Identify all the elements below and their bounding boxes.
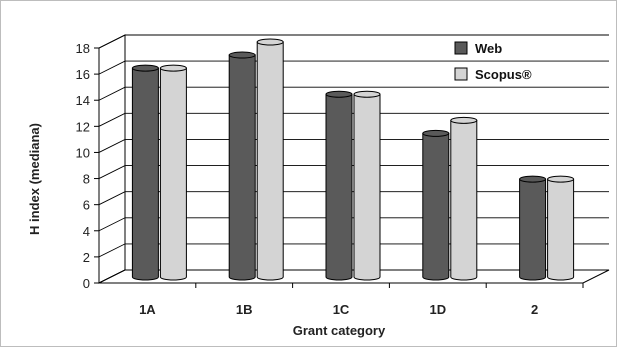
bar-body [325,93,353,281]
bar-body [450,119,478,281]
y-axis-ticks: 0 2 4 6 8 10 12 14 16 18 [76,41,583,291]
bar-top [159,64,187,72]
y-tick-label: 14 [76,93,90,108]
x-tick-label: 1C [333,302,350,317]
bar-top [547,175,575,183]
bar-body [519,178,547,281]
y-tick-label: 18 [76,41,90,56]
bar-1D-web [422,129,450,281]
bar-body [228,54,256,281]
bar-2-web [519,175,547,281]
x-axis-ticks: 1A 1B 1C 1D 2 [139,283,584,317]
bar-1A-web [131,64,159,281]
legend: Web Scopus® [454,41,532,82]
legend-label: Scopus® [475,67,532,82]
y-tick-label: 4 [83,224,90,239]
gridline [98,86,609,101]
bar-body [256,41,284,281]
bar-body [159,67,187,281]
bar-1D-scopus [450,116,478,281]
bar-body [547,178,575,281]
y-tick-label: 10 [76,145,90,160]
bar-1C-scopus [353,90,381,281]
bar-top [325,90,353,98]
y-tick-label: 2 [83,250,90,265]
legend-label: Web [475,41,502,56]
x-tick-label: 1D [429,302,446,317]
y-tick-label: 6 [83,198,90,213]
bar-1B-web [228,51,256,281]
bar-body [422,132,450,281]
x-axis-title: Grant category [293,323,386,338]
x-tick-label: 1A [139,302,156,317]
bar-top [131,64,159,72]
y-tick-label: 8 [83,172,90,187]
y-tick-label: 16 [76,67,90,82]
bar-top [422,129,450,137]
bar-body [353,93,381,281]
legend-item: Web [454,41,502,56]
y-axis-title: H index (mediana) [27,123,42,235]
x-tick-label: 1B [236,302,253,317]
gridline [98,60,609,75]
x-tick-label: 2 [531,302,538,317]
bar-top [228,51,256,59]
legend-swatch [454,41,468,55]
gridline [98,34,609,49]
y-tick-label: 12 [76,119,90,134]
legend-swatch [454,67,468,81]
bar-top [519,175,547,183]
bars [131,38,575,281]
bar-1B-scopus [256,38,284,281]
gridline [98,112,609,127]
bar-top [353,90,381,98]
bar-1C-web [325,90,353,281]
legend-item: Scopus® [454,67,532,82]
bar-1A-scopus [159,64,187,281]
bar-2-scopus [547,175,575,281]
y-tick-label: 0 [83,276,90,291]
bar-top [256,38,284,46]
bar-top [450,116,478,124]
bar-body [131,67,159,281]
